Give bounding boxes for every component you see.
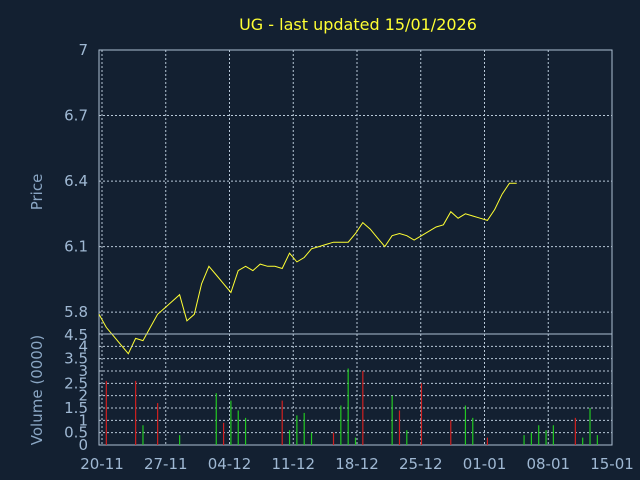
price-y-tick-label: 6.7 xyxy=(64,107,88,125)
volume-axis-label: Volume (0000) xyxy=(28,335,46,445)
x-tick-label: 18-12 xyxy=(335,455,379,473)
volume-y-tick-label: 2 xyxy=(78,387,88,405)
volume-y-tick-label: 1.5 xyxy=(64,399,88,417)
x-tick-label: 08-01 xyxy=(526,455,570,473)
price-y-tick-label: 7 xyxy=(78,41,88,59)
volume-top-tick-label: 4.5 xyxy=(64,326,88,344)
price-y-ticks: 5.8 6.1 6.4 6.7 7 xyxy=(64,41,88,321)
x-tick-label: 25-12 xyxy=(399,455,443,473)
price-axis-label: Price xyxy=(28,174,46,211)
x-tick-label: 15-01 xyxy=(590,455,634,473)
volume-panel: 00.511.522.533.54 4.5 Volume (0000) xyxy=(28,326,613,454)
price-grid xyxy=(99,50,613,334)
price-panel: 5.8 6.1 6.4 6.7 7 Price xyxy=(28,41,613,355)
volume-y-tick-label: 0.5 xyxy=(64,424,88,442)
volume-y-tick-label: 3 xyxy=(78,362,88,380)
x-tick-label: 01-01 xyxy=(463,455,507,473)
volume-y-tick-label: 0 xyxy=(78,436,88,454)
price-y-tick-label: 6.4 xyxy=(64,172,88,190)
x-tick-label: 04-12 xyxy=(208,455,252,473)
x-tick-labels: 20-11 27-11 04-12 11-12 18-12 25-12 01-01 08-01… xyxy=(80,455,634,473)
volume-y-tick-label: 3.5 xyxy=(64,350,88,368)
x-tick-label: 27-11 xyxy=(144,455,188,473)
price-plot-frame xyxy=(98,49,613,335)
price-line xyxy=(98,182,517,355)
x-tick-label: 20-11 xyxy=(80,455,124,473)
volume-y-tick-label: 1 xyxy=(78,411,88,429)
volume-plot-frame xyxy=(98,333,613,446)
volume-bars xyxy=(105,368,598,445)
volume-grid xyxy=(99,334,613,445)
price-y-tick-label: 6.1 xyxy=(64,238,88,256)
volume-y-tick-label: 4 xyxy=(78,337,88,355)
chart-title: UG - last updated 15/01/2026 xyxy=(239,15,477,34)
volume-y-ticks: 00.511.522.533.54 xyxy=(64,337,88,454)
x-tick-label: 11-12 xyxy=(271,455,315,473)
price-y-tick-label: 5.8 xyxy=(64,303,88,321)
volume-y-tick-label: 2.5 xyxy=(64,374,88,392)
